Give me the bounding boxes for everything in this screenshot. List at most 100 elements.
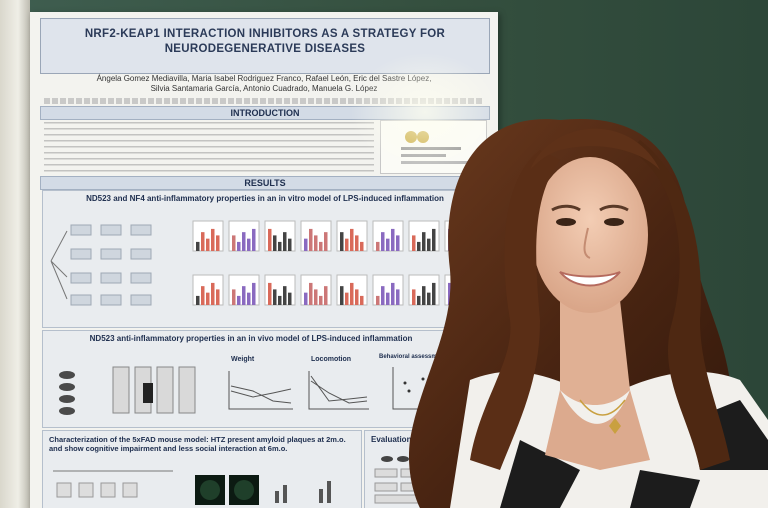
mini-bar xyxy=(360,295,364,305)
mini-bar xyxy=(319,241,323,251)
mini-bar xyxy=(278,295,282,305)
mini-bar xyxy=(216,289,220,305)
mini-bar xyxy=(247,292,251,305)
smile xyxy=(559,271,621,287)
authors-line-2: Silvia Santamaria García, Antonio Cuadra… xyxy=(150,84,378,93)
poster-authors: Ángela Gomez Mediavilla, Maria Isabel Ro… xyxy=(40,74,488,94)
panel-in-vitro: ND523 and NF4 anti-inflammatory properti… xyxy=(42,190,488,328)
mini-bar xyxy=(340,286,344,305)
mini-bar xyxy=(201,232,205,251)
mini-bar xyxy=(196,295,200,305)
mini-bar xyxy=(232,235,236,251)
mini-bar xyxy=(448,282,452,305)
mini-bar xyxy=(417,241,421,251)
left-eye xyxy=(556,218,576,226)
panel-in-vitro-title: ND523 and NF4 anti-inflammatory properti… xyxy=(86,194,444,203)
mini-bar xyxy=(288,238,292,251)
panel-evaluation-title: Evaluation of ND52 xyxy=(371,435,444,444)
mini-bar xyxy=(304,238,308,251)
mini-bar xyxy=(288,292,292,305)
mini-bar xyxy=(206,292,210,305)
hair-front-left xyxy=(470,150,560,470)
mini-bar xyxy=(350,228,354,251)
right-eye xyxy=(604,218,624,226)
mini-bar xyxy=(206,238,210,251)
authors-line-1: Ángela Gomez Mediavilla, Maria Isabel Ro… xyxy=(96,74,432,83)
mini-bar xyxy=(386,292,390,305)
introduction-text xyxy=(44,122,374,174)
mini-bar xyxy=(355,289,359,305)
affiliations-text xyxy=(44,98,484,104)
neckline xyxy=(545,390,650,470)
mini-bar xyxy=(237,241,241,251)
mini-bar xyxy=(417,295,421,305)
poster-title-line-1: NRF2-KEAP1 INTERACTION INHIBITORS AS A S… xyxy=(84,28,446,40)
locomotion-label: Locomotion xyxy=(311,356,352,363)
mini-bar xyxy=(278,241,282,251)
mini-bar xyxy=(427,238,431,251)
hair-front-right xyxy=(630,140,730,470)
mini-bar xyxy=(376,295,380,305)
mini-bar xyxy=(309,228,313,251)
mini-bar xyxy=(237,295,241,305)
neck xyxy=(560,300,630,405)
mini-bar xyxy=(422,232,426,251)
mini-bar xyxy=(391,282,395,305)
mini-bar xyxy=(268,228,272,251)
mini-bar xyxy=(242,232,246,251)
mini-bar xyxy=(273,235,277,251)
mini-bar xyxy=(211,228,215,251)
mini-bar xyxy=(350,282,354,305)
poster-title: NRF2-KEAP1 INTERACTION INHIBITORS AS A S… xyxy=(41,27,489,57)
mini-bar xyxy=(396,235,400,251)
mini-bar xyxy=(324,232,328,251)
panel-in-vivo-title: ND523 anti-inflammatory properties in an… xyxy=(89,334,413,343)
mini-bar xyxy=(304,292,308,305)
mini-bar xyxy=(309,282,313,305)
panel-5xfad-title: Characterization of the 5xFAD mouse mode… xyxy=(49,435,346,453)
panel-in-vivo: ND523 anti-inflammatory properties in an… xyxy=(42,330,460,428)
left-eyebrow xyxy=(551,204,581,212)
mini-bar xyxy=(432,228,436,251)
mini-bar xyxy=(201,286,205,305)
in-vivo-figures xyxy=(59,366,449,415)
mini-bar xyxy=(376,241,380,251)
mini-bar xyxy=(252,228,256,251)
mini-bar xyxy=(391,228,395,251)
mini-bar xyxy=(196,241,200,251)
mini-bar xyxy=(216,235,220,251)
mini-bar xyxy=(412,235,416,251)
mini-bar xyxy=(340,232,344,251)
mini-bar xyxy=(314,289,318,305)
nose xyxy=(583,227,591,259)
mini-bar xyxy=(273,289,277,305)
mini-bar xyxy=(355,235,359,251)
panel-5xfad: Characterization of the 5xFAD mouse mode… xyxy=(42,430,362,508)
mini-bar xyxy=(283,232,287,251)
scientific-poster: NRF2-KEAP1 INTERACTION INHIBITORS AS A S… xyxy=(30,12,498,508)
weight-label: Weight xyxy=(231,356,255,363)
mini-bar xyxy=(268,282,272,305)
mini-bar xyxy=(422,286,426,305)
mini-bar xyxy=(345,238,349,251)
mini-bar xyxy=(314,235,318,251)
5xfad-figures xyxy=(53,470,331,505)
right-eyebrow xyxy=(599,204,629,212)
mini-bar xyxy=(345,292,349,305)
hair-top xyxy=(530,128,660,170)
mini-bar xyxy=(412,289,416,305)
mini-bar xyxy=(232,289,236,305)
mini-bar xyxy=(432,282,436,305)
section-results: RESULTS xyxy=(40,176,490,190)
poster-title-line-2: NEURODEGENERATIVE DISEASES xyxy=(164,43,366,55)
mini-bar xyxy=(247,238,251,251)
mini-bar xyxy=(386,238,390,251)
mini-bar xyxy=(381,286,385,305)
mini-bar xyxy=(283,286,287,305)
necklace xyxy=(579,399,626,416)
mini-bar xyxy=(211,282,215,305)
mini-bar xyxy=(319,295,323,305)
mini-bar xyxy=(242,286,246,305)
